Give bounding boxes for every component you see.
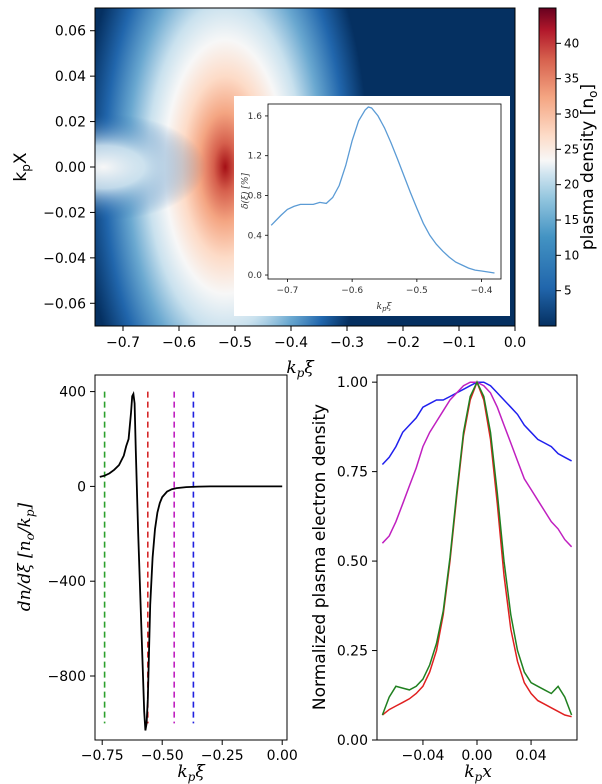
derivative-y-tick-label: 400 [59, 385, 86, 401]
derivative-y-tick-label: −400 [48, 574, 86, 590]
inset-x-label: kpξ [377, 302, 393, 313]
heatmap-y-tick-label: 0.00 [55, 160, 86, 176]
inset-y-tick-label: 0.4 [248, 231, 263, 241]
colorbar-tick-label: 35 [564, 72, 579, 86]
heatmap-y-ticks: 0.06 0.04 0.02 0.00 −0.02 −0.04 −0.06 [43, 24, 95, 312]
colorbar-label: plasma density [no] [578, 84, 600, 250]
inset-background [234, 96, 510, 316]
profile-y-tick-label: 1.00 [337, 375, 368, 391]
inset-series [270, 106, 495, 274]
profile-line [381, 380, 572, 718]
profile-x-label: kpx [464, 762, 492, 784]
colorbar-tick-label: 5 [564, 284, 572, 298]
heatmap-y-tick-label: −0.04 [43, 251, 86, 267]
inset-y-label: δ(ξ) [%] [240, 173, 251, 209]
profile-line [381, 381, 573, 548]
inset-y-tick-label: 1.6 [248, 112, 263, 122]
heatmap-y-tick-label: 0.02 [55, 115, 86, 131]
inset-y-tick-label: 0.8 [248, 191, 263, 201]
colorbar-tick-label: 15 [564, 213, 579, 227]
heatmap-x-tick-label: −0.6 [162, 335, 196, 351]
profile-x-tick-label: 0.00 [461, 748, 492, 764]
profile-y-tick-label: 0.50 [337, 554, 368, 570]
profile-axes-frame [376, 374, 578, 741]
colorbar-gradient [538, 7, 557, 327]
profile-panel: −0.04 0.00 0.04 0.00 0.25 0.50 0.75 1.00 kpx N… [310, 374, 578, 784]
inset-x-ticks: −0.7 −0.6 −0.5 −0.4 [276, 279, 493, 296]
inset-axes-frame [267, 103, 502, 280]
colorbar-tick-label: 30 [564, 107, 579, 121]
profile-x-tick-label: −0.04 [401, 748, 444, 764]
heatmap-x-tick-label: −0.3 [330, 335, 364, 351]
profile-y-tick-label: 0.00 [337, 733, 368, 749]
inset-x-tick-label: −0.7 [276, 286, 298, 296]
derivative-x-tick-label: −0.75 [81, 748, 124, 764]
colorbar-ticks: 5 10 15 20 25 30 35 40 [556, 36, 579, 298]
inset-y-ticks: 0.0 0.4 0.8 1.2 1.6 [248, 112, 268, 281]
profile-series [381, 380, 573, 718]
inset-y-tick-label: 0.0 [248, 271, 263, 281]
heatmap-x-tick-label: −0.4 [274, 335, 308, 351]
derivative-x-tick-label: −0.50 [141, 748, 184, 764]
heatmap-y-tick-label: −0.02 [43, 205, 86, 221]
derivative-x-label: kpξ [177, 762, 206, 784]
colorbar-tick-label: 25 [564, 142, 579, 156]
derivative-x-tick-label: −0.25 [201, 748, 244, 764]
derivative-y-ticks: 400 0 −400 −800 [48, 385, 95, 685]
heatmap-y-tick-label: 0.06 [55, 24, 86, 40]
derivative-y-tick-label: −800 [48, 669, 86, 685]
heatmap-y-tick-label: 0.04 [55, 69, 86, 85]
inset-panel: −0.7 −0.6 −0.5 −0.4 0.0 0.4 0.8 1.2 1.6 kpξ δ(ξ… [234, 96, 510, 316]
heatmap-x-label: kpξ [286, 358, 315, 380]
heatmap-x-tick-label: −0.7 [106, 335, 140, 351]
profile-line [381, 381, 572, 466]
profile-line [381, 380, 573, 716]
heatmap-x-tick-label: −0.2 [386, 335, 420, 351]
derivative-x-tick-label: 0.00 [267, 748, 298, 764]
derivative-series [99, 391, 283, 731]
inset-y-tick-label: 1.2 [248, 152, 262, 162]
derivative-reference-lines [103, 391, 195, 724]
inset-x-tick-label: −0.5 [406, 286, 428, 296]
inset-x-tick-label: −0.4 [471, 286, 493, 296]
derivative-y-label: dn/dξ [no/kp] [15, 502, 37, 611]
profile-y-tick-label: 0.75 [337, 465, 368, 481]
heatmap-x-tick-label: −0.1 [442, 335, 476, 351]
heatmap-x-ticks: −0.7 −0.6 −0.5 −0.4 −0.3 −0.2 −0.1 0.0 [106, 326, 526, 351]
profile-x-ticks: −0.04 0.00 0.04 [401, 740, 547, 764]
colorbar-tick-label: 40 [564, 36, 579, 50]
inset-line [270, 106, 495, 274]
profile-x-tick-label: 0.04 [515, 748, 546, 764]
colorbar: 5 10 15 20 25 30 35 40 plasma density [no] [538, 7, 600, 327]
profile-y-ticks: 0.00 0.25 0.50 0.75 1.00 [337, 375, 377, 749]
profile-y-label: Normalized plasma electron density [310, 404, 330, 710]
profile-y-tick-label: 0.25 [337, 644, 368, 660]
heatmap-x-tick-label: 0.0 [504, 335, 526, 351]
derivative-panel: −0.75 −0.50 −0.25 0.00 400 0 −400 −800 kpξ dn/… [15, 374, 298, 784]
inset-x-tick-label: −0.6 [341, 286, 363, 296]
heatmap-y-tick-label: −0.06 [43, 296, 86, 312]
derivative-line [99, 391, 283, 731]
derivative-axes-frame [94, 374, 288, 741]
derivative-x-ticks: −0.75 −0.50 −0.25 0.00 [81, 740, 298, 764]
colorbar-tick-label: 10 [564, 248, 579, 262]
heatmap-y-label: kpX [11, 152, 33, 181]
derivative-y-tick-label: 0 [77, 479, 86, 495]
colorbar-tick-label: 20 [564, 178, 579, 192]
heatmap-x-tick-label: −0.5 [218, 335, 252, 351]
